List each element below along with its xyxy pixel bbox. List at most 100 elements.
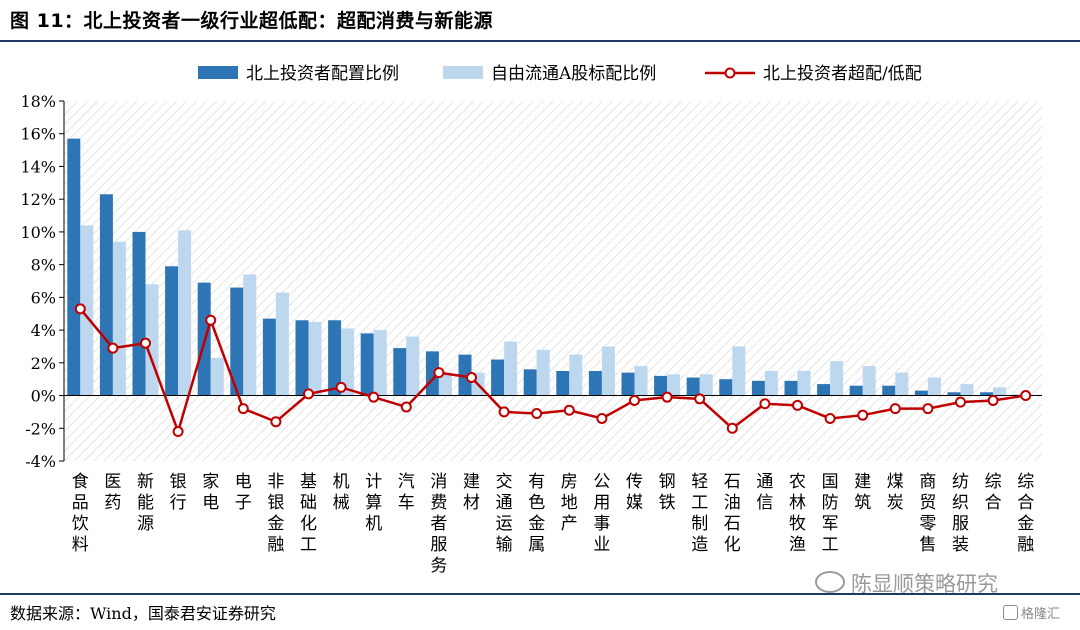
- x-tick-label: 综合: [985, 472, 1002, 513]
- north-bar: [621, 372, 635, 396]
- float-bar: [960, 384, 974, 396]
- north-bar: [230, 287, 244, 396]
- float-bar: [243, 274, 257, 396]
- float-bar: [504, 341, 518, 396]
- float-bar: [993, 387, 1007, 396]
- plot-area: [64, 101, 1042, 461]
- y-tick-label: 16%: [20, 125, 56, 144]
- y-tick-label: 6%: [31, 288, 56, 307]
- legend-marker-overweight: [724, 67, 736, 79]
- overweight-point: [857, 409, 869, 421]
- overweight-point: [596, 412, 608, 424]
- float-bar: [373, 330, 387, 396]
- x-tick-label: 医药: [104, 472, 121, 513]
- overweight-point: [205, 314, 217, 326]
- overweight-point: [107, 342, 119, 354]
- x-tick-label: 非银金融: [267, 472, 284, 555]
- corner-logo: 格隆汇: [1003, 603, 1060, 622]
- float-bar: [308, 321, 322, 396]
- float-bar: [667, 374, 681, 396]
- x-tick-label: 计算机: [365, 472, 382, 534]
- x-tick-label: 石油石化: [724, 472, 741, 555]
- north-bar: [686, 377, 700, 396]
- north-bar: [882, 385, 896, 396]
- north-bar: [393, 348, 407, 396]
- overweight-point: [759, 398, 771, 410]
- x-tick-label: 新能源: [137, 472, 154, 534]
- y-tick-label: 2%: [31, 354, 56, 373]
- float-bar: [634, 366, 648, 396]
- overweight-point: [1020, 390, 1032, 402]
- float-bar: [862, 366, 876, 396]
- float-bar: [80, 225, 94, 396]
- x-tick-label: 有色金属: [528, 472, 545, 555]
- overweight-point: [531, 408, 543, 420]
- y-tick-label: 14%: [20, 157, 56, 176]
- float-bar: [569, 354, 583, 396]
- north-bar: [980, 392, 994, 396]
- overweight-point: [889, 403, 901, 415]
- overweight-point: [400, 401, 412, 413]
- north-bar: [947, 392, 961, 396]
- x-tick-label: 家电: [202, 472, 219, 513]
- bars: [67, 138, 1039, 396]
- north-bar: [817, 384, 831, 396]
- north-bar: [132, 231, 146, 396]
- x-tick-label: 商贸零售: [919, 472, 936, 555]
- float-bar: [210, 357, 224, 396]
- float-bar: [112, 241, 126, 396]
- corner-logo-text: 格隆汇: [1021, 607, 1061, 622]
- title-rule: [0, 40, 1080, 42]
- x-tick-label: 通信: [756, 472, 773, 513]
- overweight-point: [792, 399, 803, 411]
- overweight-point: [74, 303, 86, 315]
- x-tick-label: 消费者服务: [430, 472, 447, 576]
- north-bar: [262, 318, 276, 396]
- overweight-series-line: [79, 308, 1026, 436]
- overweight-point: [335, 381, 347, 393]
- source-rule: [0, 593, 1080, 595]
- north-bar: [751, 380, 765, 396]
- x-tick-label: 机械: [333, 472, 350, 513]
- float-bar: [764, 371, 778, 396]
- x-tick-label: 公用事业: [593, 472, 610, 555]
- float-bar: [275, 292, 289, 396]
- north-bar: [67, 138, 81, 396]
- north-bar: [588, 371, 602, 396]
- x-tick-label: 传媒: [626, 472, 643, 513]
- overweight-point: [824, 412, 836, 424]
- north-bar: [99, 194, 113, 396]
- legend-label-overweight: 北上投资者超配/低配: [763, 64, 922, 84]
- source-note: 数据来源：Wind，国泰君安证券研究: [10, 604, 276, 623]
- north-bar: [556, 371, 570, 396]
- overweight-point: [303, 388, 314, 400]
- float-bar: [797, 371, 811, 396]
- x-tick-label: 建材: [463, 472, 480, 513]
- north-bar: [784, 380, 798, 396]
- watermark-text: 陈显顺策略研究: [851, 572, 998, 596]
- x-tick-label: 钢铁: [659, 472, 676, 513]
- y-tick-label: 12%: [20, 190, 56, 209]
- north-bar: [165, 266, 179, 396]
- chart: 北上投资者配置比例 自由流通A股标配比例 北上投资者超配/低配 -4% -2% 0% 2%…: [20, 64, 1042, 576]
- overweight-point: [563, 404, 575, 416]
- legend: 北上投资者配置比例 自由流通A股标配比例 北上投资者超配/低配: [198, 64, 922, 84]
- x-axis: 食品饮料医药新能源银行家电电子非银金融基础化工机械计算机汽车消费者服务建材交通运…: [72, 472, 1034, 576]
- overweight-point: [270, 416, 282, 428]
- gelonghui-logo-icon: [1003, 605, 1018, 620]
- overweight-point: [368, 391, 380, 403]
- overweight-point: [433, 367, 445, 379]
- north-bar: [491, 359, 505, 396]
- legend-swatch-float: [443, 66, 483, 79]
- x-tick-label: 农林牧渔: [789, 472, 806, 555]
- overweight-line: [74, 303, 1032, 438]
- x-tick-label: 交通运输: [496, 472, 513, 555]
- float-bar: [927, 377, 941, 396]
- x-tick-label: 综合金融: [1017, 472, 1034, 555]
- legend-swatch-north: [198, 66, 238, 79]
- x-tick-label: 轻工制造: [691, 472, 708, 555]
- north-bar: [295, 320, 309, 396]
- overweight-point: [694, 393, 706, 405]
- overweight-point: [172, 426, 184, 438]
- north-bar: [849, 385, 863, 396]
